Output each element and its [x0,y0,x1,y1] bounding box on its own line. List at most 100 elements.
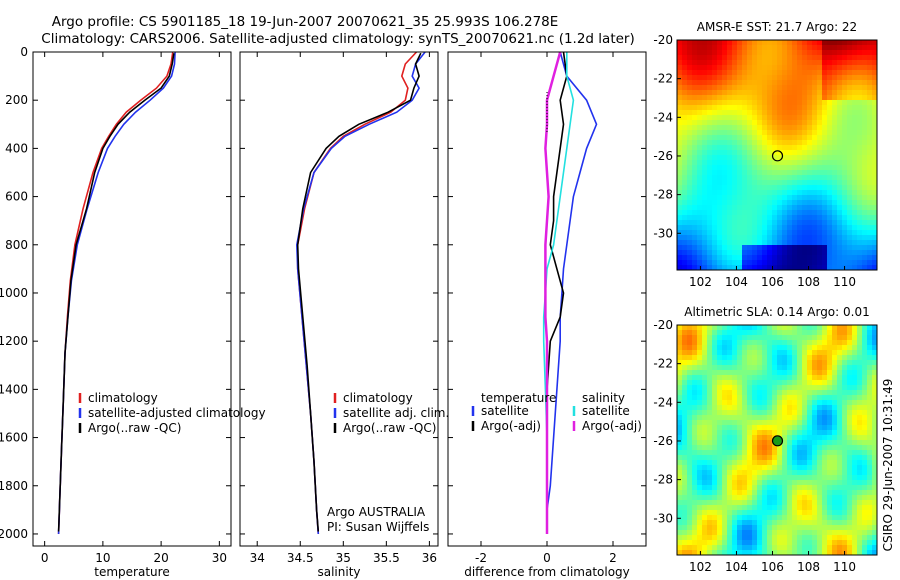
sst_map-cell [782,255,788,261]
sst_map-cell [727,75,733,81]
sla_map-cell [852,550,858,556]
sst_map-cell [787,195,793,201]
sst_map-cell [817,75,823,81]
sla_map-cell [737,395,743,401]
sla_map-cell [792,410,798,416]
sla_map-cell [747,520,753,526]
sst_map-cell [842,95,848,101]
sla_map-cell [752,395,758,401]
sst_map-cell [827,175,833,181]
sla_map-cell [757,500,763,506]
sst_map-cell [707,130,713,136]
sla_map-cell [777,360,783,366]
sst_map-cell [832,145,838,151]
sla_map-cell [767,415,773,421]
sla_map-cell [687,360,693,366]
sst_map-cell [687,55,693,61]
sla_map-cell [707,515,713,521]
sst_map-cell [787,240,793,246]
sst_map-cell [712,95,718,101]
sla_map-cell [692,450,698,456]
sst_map-cell [692,195,698,201]
sla_map-cell [687,410,693,416]
sst_map-cell [787,40,793,46]
sst_map-cell [822,160,828,166]
sla_map-cell [767,385,773,391]
sst_map-cell [827,215,833,221]
sst_map-cell [872,80,878,86]
sst_map-cell [832,70,838,76]
sst_map-cell [717,260,723,266]
sla_map-cell [747,340,753,346]
sst_map-cell [732,190,738,196]
sla_map-cell [822,360,828,366]
sla_map-cell [697,435,703,441]
sla_map-cell [722,505,728,511]
sst_map-cell [737,145,743,151]
sla_map-cell [857,510,863,516]
sst_map-cell [692,190,698,196]
sla_map-cell [742,360,748,366]
sla_map-cell [792,480,798,486]
sla_map-cell [862,390,868,396]
sla_map-cell [817,380,823,386]
sst_map-cell [697,180,703,186]
sst_map-cell [817,185,823,191]
sla_map-cell [747,360,753,366]
sst_map-cell [857,210,863,216]
sla_map-cell [717,425,723,431]
sla_map-cell [817,535,823,541]
sla_map-cell [857,520,863,526]
sla_map-cell [822,455,828,461]
sst_map-cell [862,125,868,131]
sst_map-cell [722,160,728,166]
sst_map-cell [727,190,733,196]
sla_map-cell [862,505,868,511]
sst_map-cell [762,215,768,221]
sla_map-cell [712,520,718,526]
sla_map-cell [857,445,863,451]
sla_map-cell [727,350,733,356]
sla_map-cell [702,325,708,331]
sla_map-cell [767,420,773,426]
sla_map-cell [862,480,868,486]
sst_map-cell [717,195,723,201]
sla_map-cell [747,505,753,511]
sst_map-cell [692,50,698,56]
sla_map-cell [817,390,823,396]
sla_map-cell [827,525,833,531]
sla_map-heatmap-field [677,325,878,556]
sla_map-cell [712,425,718,431]
sla_map-cell [682,440,688,446]
sst_map-cell [687,145,693,151]
sla_map-cell [807,370,813,376]
sst_map-cell [682,180,688,186]
sst_map-cell [717,110,723,116]
sst_map-cell [687,260,693,266]
sla_map-cell [767,465,773,471]
sla_map-cell [807,535,813,541]
sla_map-cell [857,505,863,511]
sst_map-cell [842,190,848,196]
sst_map-cell [717,115,723,121]
sst_map-cell [852,60,858,66]
sla_map-cell [712,435,718,441]
sla_map-cell [792,550,798,556]
sst_map-cell [862,140,868,146]
sla_map-cell [712,375,718,381]
sla_map-cell [867,460,873,466]
sst_map-cell [717,250,723,256]
sst_map-cell [772,60,778,66]
sla_map-cell [872,440,878,446]
sst_map-cell [732,70,738,76]
sst_map-cell [792,245,798,251]
sst_map-cell [682,80,688,86]
sla_map-cell [822,465,828,471]
sla_map-cell [797,500,803,506]
sst_map-cell [822,185,828,191]
sst_map-cell [707,115,713,121]
sst_map-cell [682,165,688,171]
sla_map-cell [827,515,833,521]
sst_map-cell [782,150,788,156]
sla_map-cell [727,525,733,531]
